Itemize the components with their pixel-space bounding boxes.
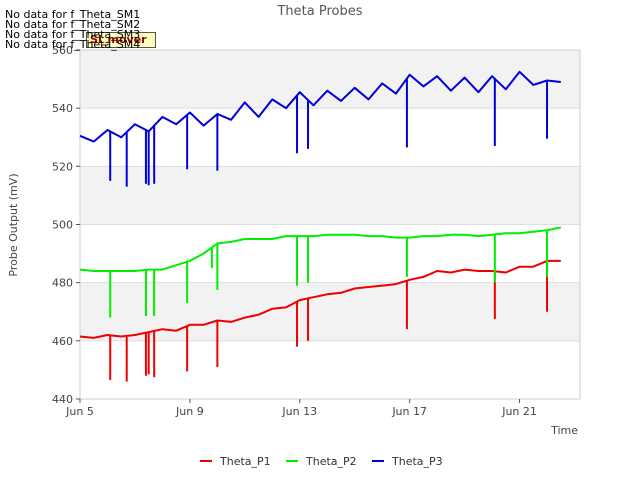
plot-band: [80, 282, 580, 341]
series-line-theta-p1: [79, 259, 561, 339]
legend: Theta_P1 Theta_P2 Theta_P3: [200, 455, 443, 468]
plot-background: [79, 49, 581, 400]
x-tick-label: Jun 13: [281, 405, 317, 418]
y-tick-label: 500: [52, 219, 73, 232]
plot-band: [80, 340, 580, 399]
series-lines: [79, 70, 562, 382]
series-line-theta-p3: [79, 70, 561, 143]
series-line-theta-p2: [79, 226, 562, 272]
no-data-note: No data for f_Theta_SM2: [5, 18, 141, 31]
x-axis: Jun 5 Jun 9 Jun 13 Jun 17 Jun 21: [65, 399, 537, 418]
status-badge: SI_mover: [86, 32, 156, 48]
legend-label: Theta_P2: [305, 455, 357, 468]
x-tick-label: Jun 5: [65, 405, 94, 418]
x-tick-label: Jun 17: [391, 405, 427, 418]
y-axis: 440 460 480 500 520 540 560: [52, 44, 80, 406]
chart-title: Theta Probes: [276, 4, 362, 19]
y-tick-label: 540: [52, 102, 73, 115]
no-data-note: No data for f_Theta_SM3: [5, 28, 141, 41]
y-tick-label: 460: [52, 335, 73, 348]
y-axis-label: Probe Output (mV): [7, 173, 20, 276]
y-tick-label: 480: [52, 277, 73, 290]
legend-label: Theta_P3: [391, 455, 443, 468]
plot-band: [80, 166, 580, 225]
y-tick-label: 520: [52, 160, 73, 173]
x-axis-label: Time: [550, 424, 578, 437]
legend-label: Theta_P1: [219, 455, 271, 468]
x-tick-label: Jun 9: [175, 405, 204, 418]
no-data-note: No data for f_Theta_SM4: [5, 38, 141, 51]
y-tick-label: 560: [52, 44, 73, 57]
no-data-note: No data for f_Theta_SM1: [5, 8, 141, 21]
y-tick-label: 440: [52, 393, 73, 406]
x-tick-label: Jun 21: [501, 405, 537, 418]
plot-band: [80, 50, 580, 109]
